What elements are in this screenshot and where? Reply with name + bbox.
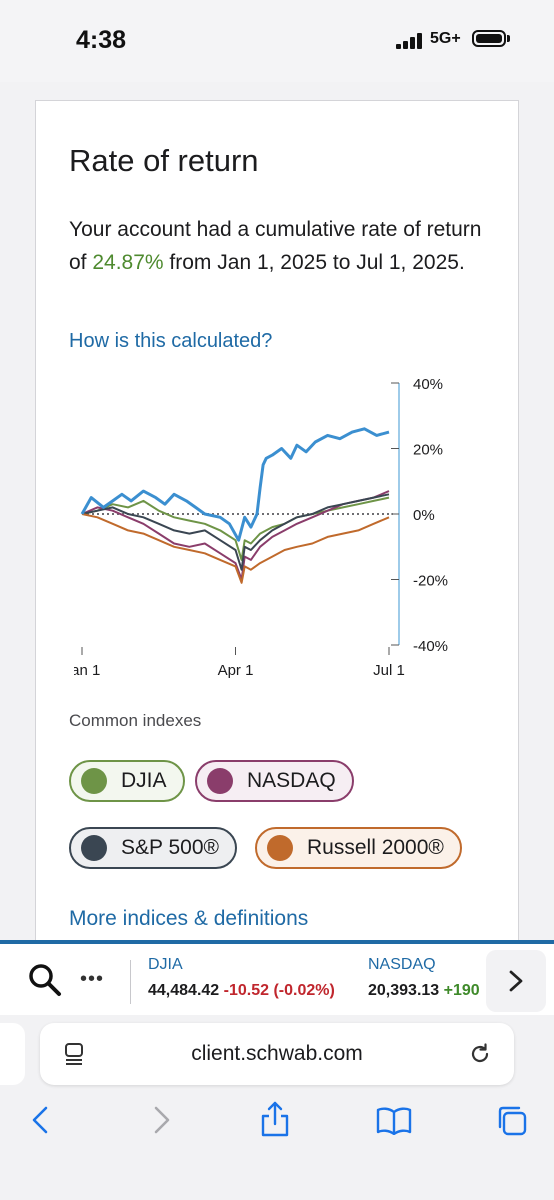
- summary-prefix: Your account had a cumulative rate of re…: [69, 218, 482, 274]
- address-bar[interactable]: client.schwab.com: [40, 1023, 514, 1085]
- ticker-nasdaq-change: +190: [443, 982, 480, 999]
- browser-chrome: client.schwab.com: [0, 1015, 554, 1200]
- page-content: Rate of return Your account had a cumula…: [0, 82, 554, 960]
- djia-dot: [81, 768, 107, 794]
- ticker-djia-values: 44,484.42 -10.52 (-0.02%): [148, 982, 335, 1000]
- summary-suffix: from Jan 1, 2025 to Jul 1, 2025.: [163, 251, 465, 274]
- ticker-divider: [130, 960, 131, 1004]
- y-tick-label: 0%: [413, 507, 435, 524]
- reload-icon[interactable]: [468, 1042, 492, 1071]
- series-line-s-p-500: [81, 493, 390, 571]
- status-time: 4:38: [76, 26, 127, 54]
- more-options-icon[interactable]: •••: [80, 968, 105, 990]
- y-tick-label: 20%: [413, 442, 443, 459]
- x-tick-label: Jul 1: [373, 662, 405, 679]
- ticker-nasdaq-value: 20,393.13: [368, 982, 440, 999]
- ticker-djia-value: 44,484.42: [148, 982, 220, 999]
- url-text[interactable]: client.schwab.com: [191, 1042, 363, 1065]
- previous-tab-peek[interactable]: [0, 1023, 25, 1085]
- russell-2000-dot: [267, 835, 293, 861]
- card-title: Rate of return: [69, 143, 259, 178]
- more-indices-link[interactable]: More indices & definitions: [69, 907, 309, 930]
- tabs-icon[interactable]: [496, 1105, 528, 1142]
- djia-chip-label: DJIA: [121, 769, 167, 792]
- ticker-nasdaq-values: 20,393.13 +190: [368, 982, 480, 1000]
- y-tick-label: -20%: [413, 573, 448, 590]
- sp500-dot: [81, 835, 107, 861]
- russell-2000-chip-label: Russell 2000®: [307, 836, 444, 859]
- series-line-account: [80, 427, 390, 542]
- sp500-chip[interactable]: S&P 500®: [69, 827, 237, 869]
- djia-chip[interactable]: DJIA: [69, 760, 185, 802]
- search-icon[interactable]: [27, 962, 63, 1003]
- battery-icon: [472, 30, 506, 47]
- russell-2000-chip[interactable]: Russell 2000®: [255, 827, 462, 869]
- sp500-chip-label: S&P 500®: [121, 836, 219, 859]
- nasdaq-dot: [207, 768, 233, 794]
- signal-icon: [396, 33, 426, 49]
- back-icon[interactable]: [28, 1105, 54, 1140]
- common-indexes-label: Common indexes: [69, 711, 202, 730]
- return-chart: 40% 20% 0% -20% -40% Jan 1 Apr 1 Jul 1: [74, 376, 448, 679]
- series-line-nasdaq: [81, 490, 390, 581]
- y-tick-label: -40%: [413, 638, 448, 655]
- network-type: 5G+: [430, 30, 461, 47]
- ticker-next-button[interactable]: [486, 950, 546, 1012]
- return-summary: Your account had a cumulative rate of re…: [69, 213, 489, 279]
- status-bar: 4:38 5G+: [0, 0, 554, 82]
- forward-icon[interactable]: [148, 1105, 174, 1140]
- series-line-russell-2000: [81, 513, 390, 584]
- page-menu-icon[interactable]: [62, 1042, 86, 1071]
- nasdaq-chip-label: NASDAQ: [247, 769, 336, 792]
- how-calculated-link[interactable]: How is this calculated?: [69, 330, 273, 352]
- return-percentage: 24.87%: [92, 251, 164, 274]
- chevron-right-icon: [509, 970, 523, 992]
- x-tick-label: Jan 1: [74, 662, 100, 679]
- ticker-djia-name: DJIA: [148, 956, 183, 973]
- x-tick-label: Apr 1: [218, 662, 254, 679]
- y-tick-label: 40%: [413, 376, 443, 393]
- battery-tip: [507, 35, 510, 42]
- bookmarks-icon[interactable]: [376, 1107, 412, 1140]
- rate-of-return-card: Rate of return Your account had a cumula…: [35, 100, 519, 960]
- market-ticker-bar: ••• DJIA 44,484.42 -10.52 (-0.02%) NASDA…: [0, 940, 554, 1015]
- share-icon[interactable]: [260, 1101, 290, 1142]
- ticker-nasdaq-name: NASDAQ: [368, 956, 436, 973]
- ticker-djia-change: -10.52 (-0.02%): [223, 982, 335, 999]
- nasdaq-chip[interactable]: NASDAQ: [195, 760, 354, 802]
